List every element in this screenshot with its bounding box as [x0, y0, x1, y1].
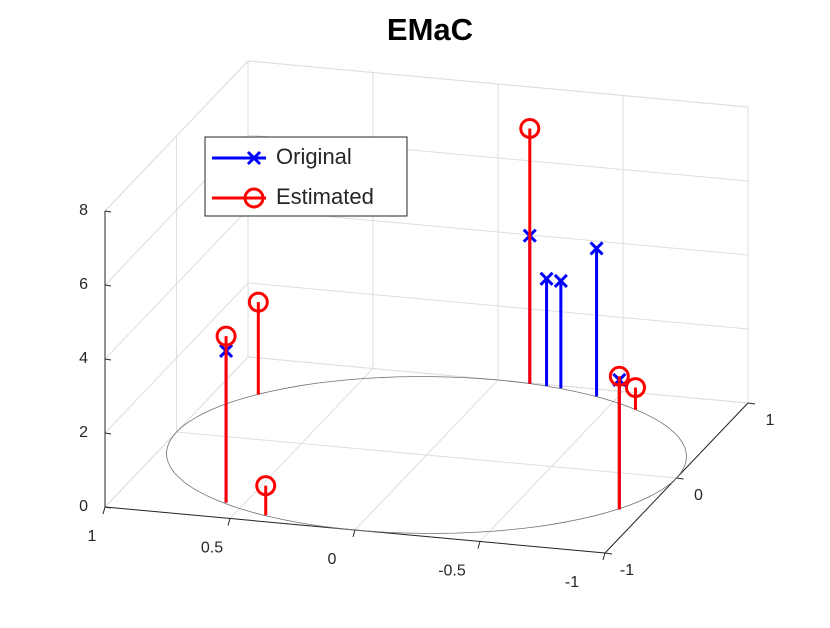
z-tick: [104, 284, 112, 287]
marker: [246, 150, 262, 166]
grid-line: [247, 208, 749, 256]
grid-line: [104, 208, 249, 360]
x-tick-label: -1: [565, 574, 579, 591]
marker: [255, 475, 277, 497]
marker: [608, 365, 630, 387]
grid-line: [247, 282, 749, 330]
y-tick-label: 0: [694, 487, 703, 504]
marker: [243, 187, 265, 209]
grid: [104, 60, 749, 554]
legend-label: Original: [276, 144, 352, 169]
y-tick: [747, 402, 756, 405]
z-tick-label: 4: [79, 350, 88, 367]
marker: [589, 241, 604, 256]
x-tick-label: 1: [88, 528, 97, 545]
grid-line: [247, 60, 749, 108]
marker: [553, 273, 568, 288]
z-tick: [104, 506, 112, 509]
unit-circle: [166, 376, 687, 534]
x-tick-label: 0.5: [201, 540, 223, 557]
y-tick-label: 1: [766, 412, 775, 429]
marker: [519, 117, 541, 139]
marker: [539, 271, 554, 286]
legend-label: Estimated: [276, 184, 374, 209]
y-tick: [604, 552, 613, 555]
legend-box: [204, 136, 408, 217]
x-tick: [352, 529, 356, 538]
stems: [166, 117, 687, 534]
x-tick-label: 0: [328, 551, 337, 568]
x-tick: [602, 552, 606, 561]
marker: [247, 291, 269, 313]
x-tick-label: -0.5: [438, 563, 466, 580]
x-tick: [102, 506, 106, 515]
z-tick: [104, 210, 112, 213]
chart-title: EMaC: [387, 12, 473, 47]
grid-line: [176, 431, 677, 479]
y-tick-label: -1: [620, 562, 634, 579]
grid-line: [104, 282, 249, 434]
grid-line: [104, 60, 249, 212]
y-tick: [676, 477, 684, 480]
z-tick: [104, 358, 112, 361]
z-tick-label: 2: [79, 424, 88, 441]
z-tick-label: 8: [79, 202, 88, 219]
z-tick-label: 6: [79, 276, 88, 293]
x-tick: [477, 541, 481, 549]
z-tick-label: 0: [79, 498, 88, 515]
z-tick: [104, 432, 112, 435]
x-tick: [227, 518, 231, 526]
marker: [215, 325, 237, 347]
marker: [624, 377, 646, 399]
legend: Original Estimated: [204, 136, 408, 217]
